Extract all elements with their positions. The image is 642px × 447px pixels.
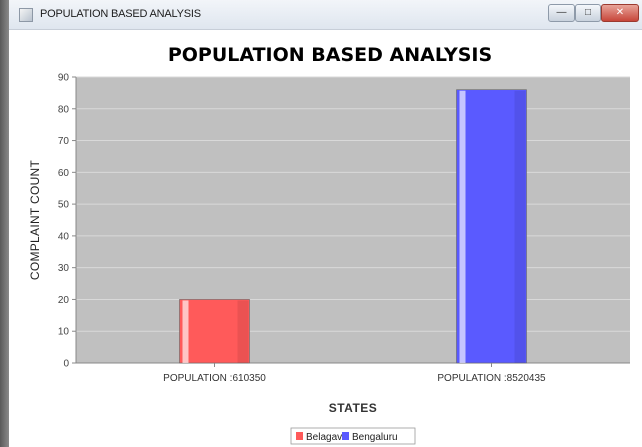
bar-shade [514,90,526,363]
bar-body [179,299,250,364]
legend-item-belagavi: Belagavi [296,432,344,443]
window-title: POPULATION BASED ANALYSIS [40,8,201,20]
legend-swatch [342,432,349,440]
y-axis-label: COMPLAINT COUNT [28,159,42,280]
x-axis-label: STATES [329,401,378,415]
grid-lines [76,76,630,332]
bar-bengaluru [456,89,527,364]
y-tick-label: 40 [58,231,70,242]
close-button[interactable]: ✕ [601,4,639,22]
y-tick-label: 80 [58,104,70,115]
minimize-icon: — [556,7,567,18]
x-category-label: POPULATION :610350 [163,373,266,384]
legend-item-bengaluru: Bengaluru [342,432,398,443]
bar-chart: POPULATION BASED ANALYSIS 0 10 20 30 40 50 60 7… [28,44,630,445]
maximize-button[interactable]: □ [575,4,601,22]
y-tick-label: 10 [58,327,70,338]
plot-area [76,77,630,363]
minimize-button[interactable]: — [548,4,575,22]
bar-belagavi [179,299,250,364]
y-tick-label: 90 [58,73,70,84]
x-category-label: POPULATION :8520435 [437,373,546,384]
window-left-edge [0,0,9,447]
window-titlebar[interactable]: POPULATION BASED ANALYSIS — □ ✕ [9,0,642,30]
y-tick-label: 30 [58,263,70,274]
y-tick-labels: 0 10 20 30 40 50 60 70 80 90 [58,73,76,370]
y-tick-label: 20 [58,295,70,306]
legend-box [290,427,416,445]
legend-swatch [296,432,303,440]
chart-title: POPULATION BASED ANALYSIS [168,44,492,66]
x-category-labels: POPULATION :610350 POPULATION :8520435 [163,363,546,384]
legend-label: Bengaluru [352,432,398,443]
bar-highlight [459,90,466,363]
bar-body [456,89,527,364]
legend-label: Belagavi [306,432,344,443]
app-icon [19,8,33,22]
bar-shade [237,300,249,363]
legend: Belagavi Bengaluru [290,427,416,445]
maximize-icon: □ [584,7,592,18]
y-tick-label: 50 [58,200,70,211]
close-icon: ✕ [615,7,625,18]
bar-highlight [182,300,189,363]
y-tick-label: 0 [63,359,69,370]
bars [179,89,527,364]
y-tick-label: 60 [58,168,70,179]
y-tick-label: 70 [58,136,70,147]
